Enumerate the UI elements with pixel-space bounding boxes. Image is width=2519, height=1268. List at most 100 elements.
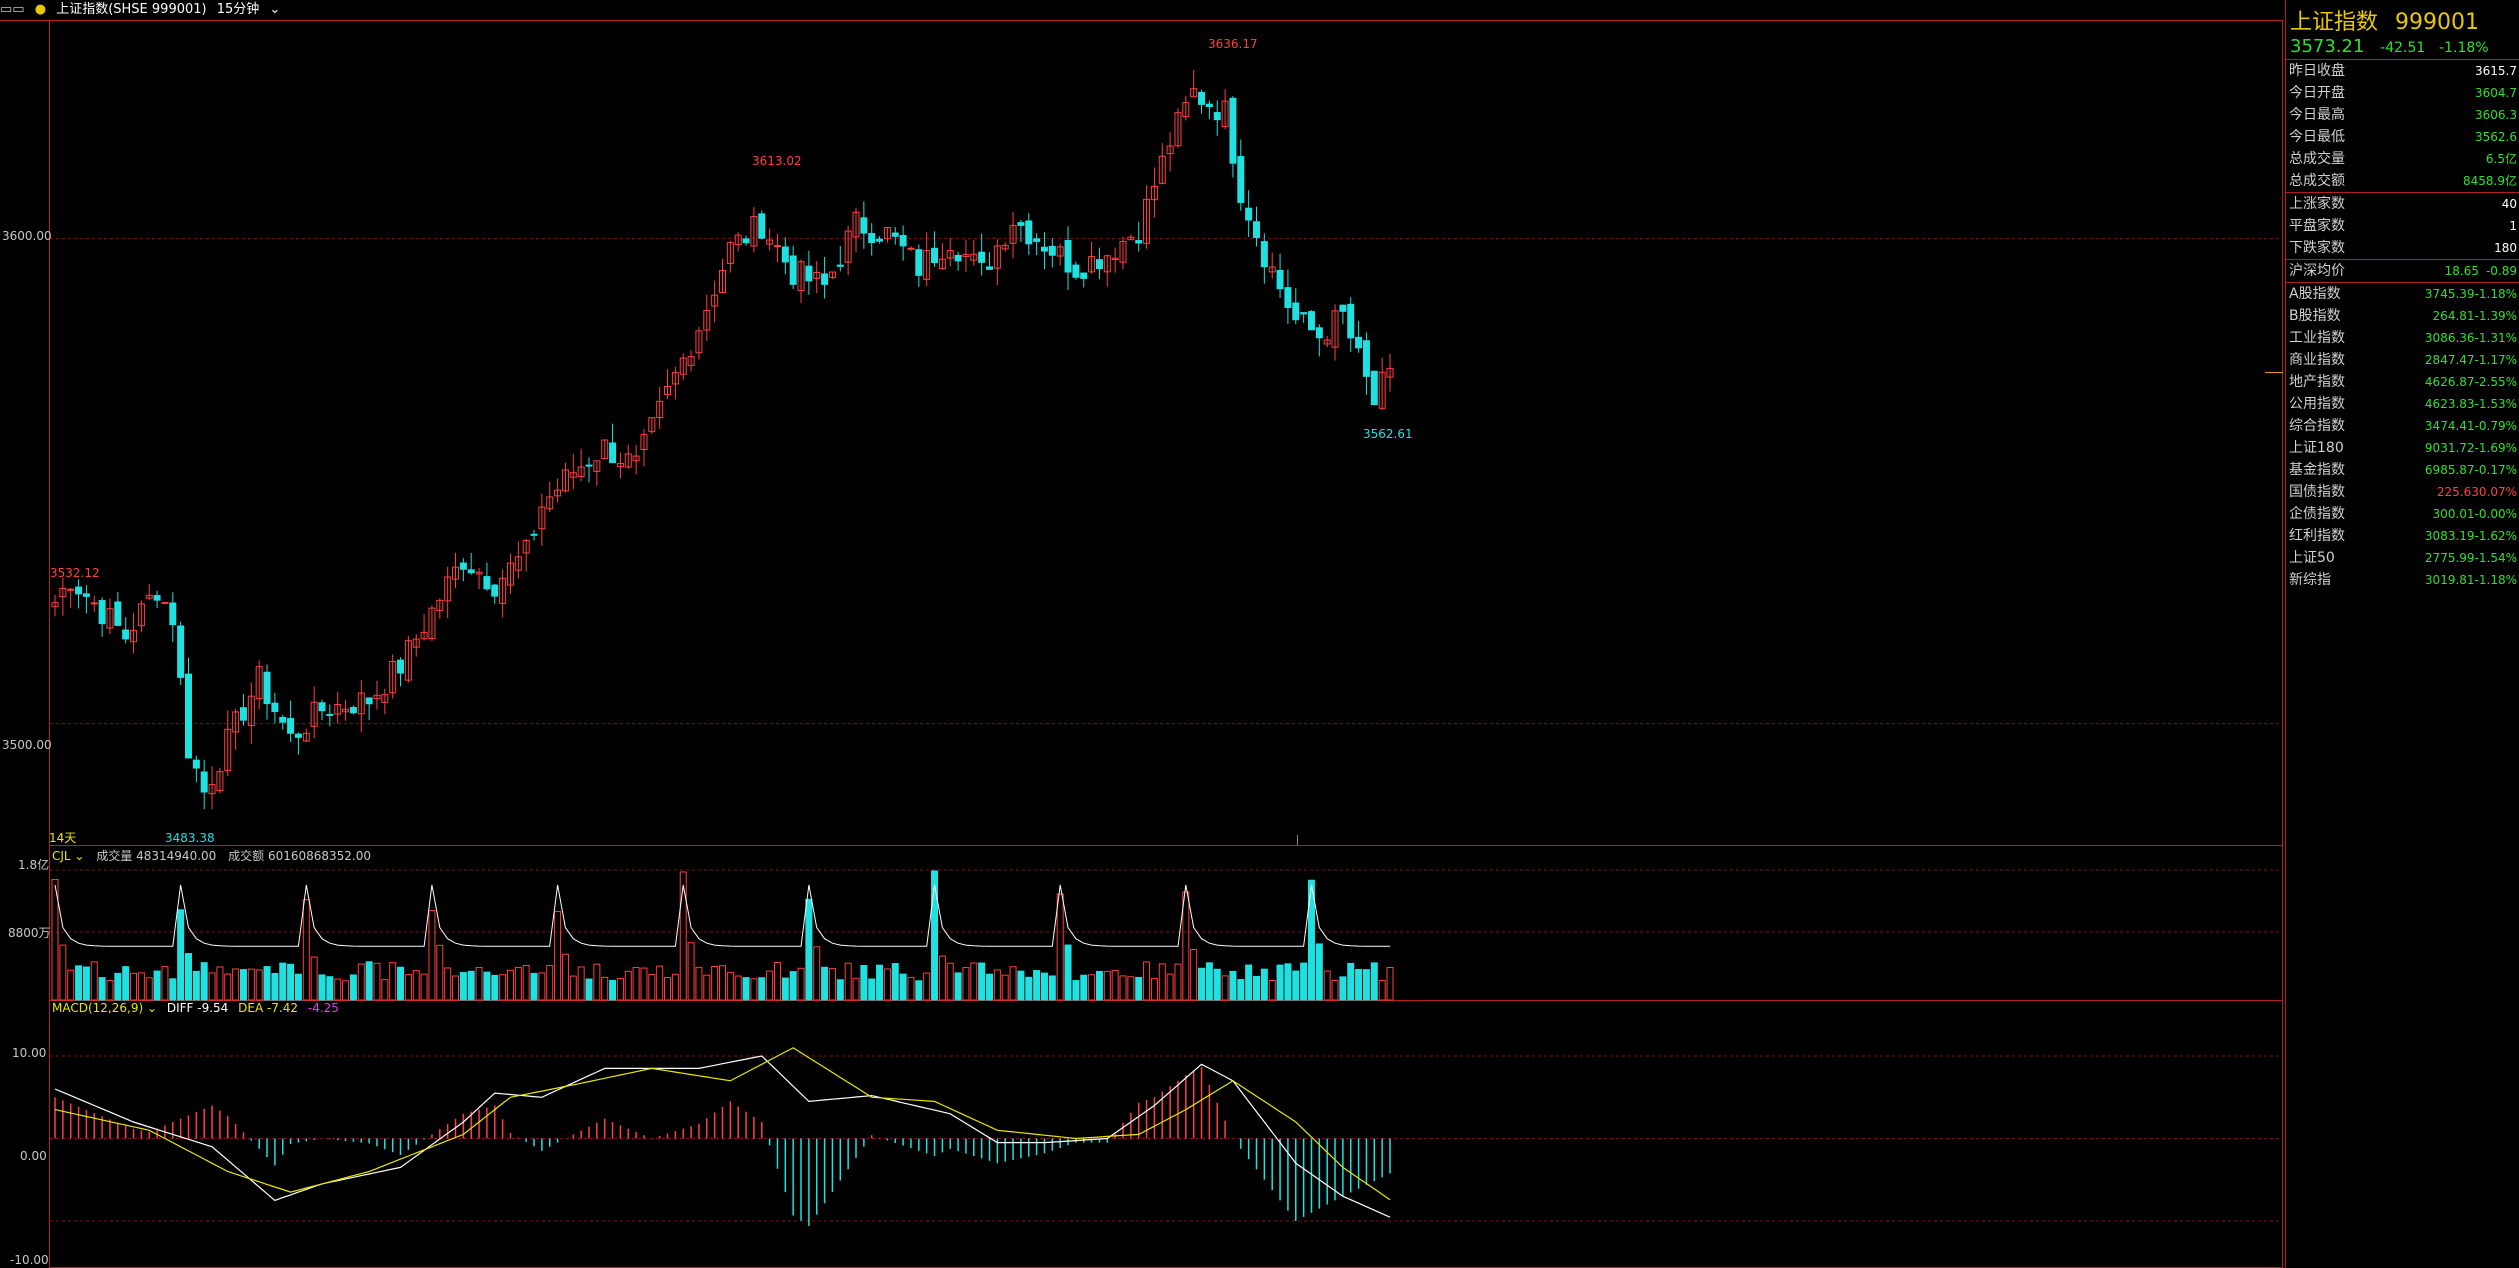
volume-bar <box>734 975 742 1001</box>
volume-bar <box>373 962 381 1001</box>
stat-row[interactable]: 今日最高 3606.3 <box>2286 104 2519 126</box>
candle-body <box>1095 259 1103 270</box>
candle-body <box>1307 311 1315 331</box>
price-change-pct: -1.18% <box>2439 40 2489 56</box>
index-label: 新综指 <box>2289 572 2331 588</box>
index-label: 企债指数 <box>2289 506 2345 522</box>
index-label: 国债指数 <box>2289 484 2345 500</box>
symbol-label: 上证指数(SHSE 999001) <box>56 2 207 17</box>
candle-body <box>1237 156 1245 203</box>
volume-bar <box>522 965 530 1001</box>
index-pct: 0.07% <box>2478 485 2517 499</box>
candle-body <box>624 453 632 468</box>
candle-body <box>1040 246 1048 252</box>
candle-body <box>561 469 569 492</box>
index-value: 3083.19 <box>2424 529 2475 543</box>
candle-body <box>467 569 475 574</box>
volume-bar <box>239 969 247 1001</box>
volume-indicator-selector[interactable]: CJL ⌄ <box>52 849 85 863</box>
breadth-row[interactable]: 平盘家数 1 <box>2286 215 2519 237</box>
candle-body <box>1198 91 1206 105</box>
index-row[interactable]: 工业指数 3086.36 -1.31% <box>2286 327 2519 349</box>
volume-bar <box>106 979 114 1001</box>
candle-body <box>475 571 483 575</box>
index-row[interactable]: 企债指数 300.01 -0.00% <box>2286 503 2519 525</box>
index-pct: -2.55% <box>2474 375 2517 389</box>
candle-body <box>169 602 177 626</box>
index-label: 上证50 <box>2289 550 2335 566</box>
stat-row[interactable]: 总成交量 6.5亿 <box>2286 148 2519 170</box>
volume-bar <box>444 967 452 1001</box>
index-row[interactable]: A股指数 3745.39 -1.18% <box>2286 283 2519 305</box>
stat-row[interactable]: 今日开盘 3604.7 <box>2286 82 2519 104</box>
index-pct: -1.69% <box>2474 441 2517 455</box>
index-row[interactable]: 综合指数 3474.41 -0.79% <box>2286 415 2519 437</box>
index-row[interactable]: 公用指数 4623.83 -1.53% <box>2286 393 2519 415</box>
candle-body <box>239 707 247 721</box>
stats-list: 昨日收盘 3615.7 今日开盘 3604.7 今日最高 3606.3 今日最低 3562.6… <box>2286 60 2519 193</box>
volume-bar <box>1362 969 1370 1001</box>
volume-bar <box>208 972 216 1001</box>
volume-bar <box>224 973 232 1001</box>
candle-body <box>499 577 507 604</box>
volume-bar <box>1111 969 1119 1001</box>
candle-body <box>247 695 255 727</box>
index-label: B股指数 <box>2289 308 2341 324</box>
candle-body <box>1378 371 1386 409</box>
volume-bar <box>263 966 271 1001</box>
index-row[interactable]: 地产指数 4626.87 -2.55% <box>2286 371 2519 393</box>
volume-tick-mid: 8800万 <box>8 926 51 940</box>
candle-body <box>1323 339 1331 345</box>
volume-bar <box>954 972 962 1001</box>
candle-body <box>828 271 836 278</box>
volume-bar <box>1276 964 1284 1001</box>
stat-value: 3562.6 <box>2475 130 2517 144</box>
index-row[interactable]: 上证50 2775.99 -1.54% <box>2286 547 2519 569</box>
candle-body <box>993 245 1001 269</box>
volume-bar <box>986 973 993 1001</box>
index-row[interactable]: 新综指 3019.81 -1.18% <box>2286 569 2519 591</box>
volume-bar <box>1378 980 1386 1001</box>
breadth-row[interactable]: 下跌家数 180 <box>2286 237 2519 259</box>
stat-row[interactable]: 总成交额 8458.9亿 <box>2286 170 2519 192</box>
candle-body <box>601 439 609 460</box>
volume-bar <box>703 974 711 1001</box>
candle-body <box>805 265 813 282</box>
candle-body <box>726 242 734 264</box>
layout-icon[interactable]: ▭▭ <box>0 2 25 17</box>
volume-bar <box>1370 962 1378 1001</box>
low-annotation: 3483.38 <box>165 831 215 845</box>
volume-bar <box>255 969 263 1001</box>
period-selector[interactable]: 15分钟 ⌄ <box>217 2 287 17</box>
candle-body <box>404 640 412 681</box>
candle-body <box>522 540 530 554</box>
volume-bar <box>726 971 734 1001</box>
index-value: 4626.87 <box>2424 375 2475 389</box>
index-value: 4623.83 <box>2424 397 2475 411</box>
index-row[interactable]: 上证180 9031.72 -1.69% <box>2286 437 2519 459</box>
index-row[interactable]: 商业指数 2847.47 -1.17% <box>2286 349 2519 371</box>
volume-bar <box>318 974 326 1001</box>
stat-row[interactable]: 今日最低 3562.6 <box>2286 126 2519 148</box>
index-row[interactable]: 国债指数 225.63 0.07% <box>2286 481 2519 503</box>
index-pct: -1.31% <box>2474 331 2517 345</box>
volume-bar <box>98 977 106 1001</box>
breadth-row[interactable]: 上涨家数 40 <box>2286 193 2519 215</box>
macd-indicator-selector[interactable]: MACD(12,26,9) ⌄ <box>52 1001 158 1015</box>
candle-body <box>153 595 161 601</box>
candle-body <box>632 455 640 462</box>
index-label: A股指数 <box>2289 286 2341 302</box>
index-label: 综合指数 <box>2289 418 2345 434</box>
volume-bar <box>1386 966 1394 1001</box>
index-row[interactable]: B股指数 264.81 -1.39% <box>2286 305 2519 327</box>
volume-bar <box>1323 970 1331 1001</box>
index-row[interactable]: 基金指数 6985.87 -0.17% <box>2286 459 2519 481</box>
candle-body <box>931 247 939 264</box>
stat-row[interactable]: 昨日收盘 3615.7 <box>2286 60 2519 82</box>
volume-bar <box>334 978 342 1001</box>
volume-ma-line <box>54 884 1390 947</box>
top-bar: ▭▭ ● 上证指数(SHSE 999001) 15分钟 ⌄ <box>0 0 2283 20</box>
index-row[interactable]: 红利指数 3083.19 -1.62% <box>2286 525 2519 547</box>
candle-body <box>1284 287 1292 308</box>
candle-body <box>986 266 993 270</box>
